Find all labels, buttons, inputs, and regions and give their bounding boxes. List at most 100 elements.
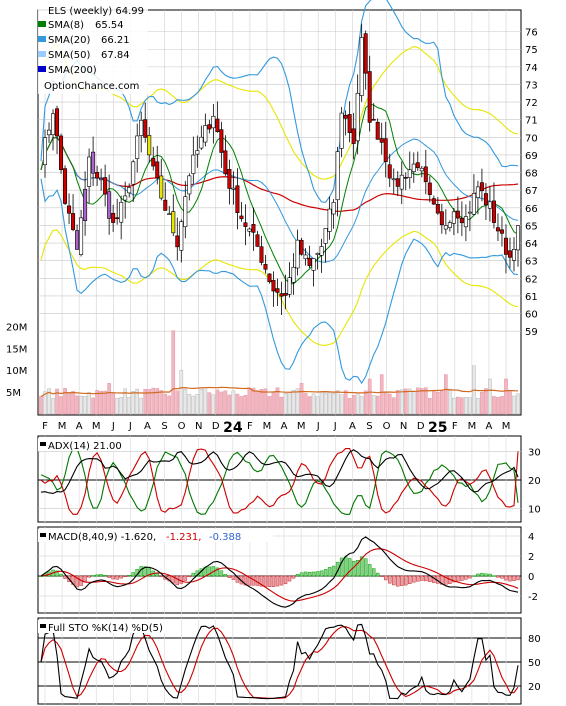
volume-bar bbox=[371, 395, 376, 415]
stochastic-lines bbox=[40, 623, 519, 700]
candle-body bbox=[195, 150, 200, 155]
stochastic-d-line bbox=[40, 626, 519, 699]
macd-histogram-bar bbox=[375, 572, 380, 577]
macd-histogram-bar bbox=[255, 575, 260, 586]
x-tick-label: J bbox=[333, 421, 337, 432]
volume-bar bbox=[379, 374, 384, 415]
macd-histogram-bar bbox=[263, 575, 268, 587]
candle-body bbox=[515, 225, 520, 251]
candle-body bbox=[111, 212, 116, 223]
candle-body bbox=[459, 217, 464, 224]
volume-bar bbox=[107, 383, 111, 415]
macd-histogram-bar bbox=[508, 575, 512, 582]
macd-signal-line bbox=[40, 548, 519, 602]
candle-body bbox=[187, 175, 192, 195]
macd-histogram-bar bbox=[215, 567, 220, 577]
candle-body bbox=[367, 71, 372, 123]
volume-y-axis: 5M 10M 15M 20M bbox=[6, 322, 27, 399]
macd-histogram-bar bbox=[504, 575, 508, 581]
macd-histogram-bar bbox=[416, 575, 420, 582]
macd-histogram-bar bbox=[179, 575, 184, 584]
volume-bar bbox=[47, 388, 51, 415]
macd-histogram-bar bbox=[404, 575, 408, 586]
candle-body bbox=[179, 221, 184, 251]
candle-body bbox=[483, 193, 488, 206]
macd-line bbox=[40, 536, 519, 608]
price-y-tick-label: 75 bbox=[525, 45, 538, 56]
candle-body bbox=[327, 208, 332, 232]
macd-histogram-bar bbox=[472, 575, 476, 577]
volume-bar bbox=[407, 388, 412, 415]
candle-body bbox=[471, 193, 476, 215]
candle-body bbox=[299, 239, 304, 255]
x-tick-label: S bbox=[161, 421, 167, 432]
volume-bar bbox=[424, 387, 428, 415]
candle-body bbox=[219, 129, 224, 153]
macd-histogram-bar bbox=[331, 565, 336, 577]
volume-bar bbox=[492, 396, 496, 415]
x-axis: F M A M J J A S O N D 24 F M A M J J A S O N D 25 F M A M bbox=[42, 420, 510, 436]
macd-histogram-bar bbox=[468, 575, 472, 579]
volume-bar bbox=[151, 387, 156, 415]
candle-body bbox=[387, 164, 392, 179]
candle-body bbox=[307, 257, 312, 266]
volume-bar bbox=[167, 395, 172, 415]
x-tick-label: M bbox=[58, 421, 67, 432]
candle-body bbox=[147, 135, 152, 156]
volume-bar bbox=[468, 397, 472, 415]
candle-body bbox=[443, 225, 448, 230]
stochastic-panel: Full STO %K(14) %D(5) 20 50 80 bbox=[37, 617, 541, 706]
stochastic-y-axis: 20 50 80 bbox=[528, 634, 541, 693]
volume-y-tick-label: 10M bbox=[6, 366, 27, 377]
volume-bar bbox=[323, 392, 328, 415]
macd-histogram-bar bbox=[175, 575, 180, 586]
volume-bar bbox=[327, 392, 332, 415]
upper-envelope-line bbox=[40, 44, 519, 180]
volume-bar bbox=[195, 394, 200, 415]
candle-body bbox=[395, 178, 400, 187]
candle-body bbox=[359, 37, 364, 96]
macd-title: MACD(8,40,9) -1.620, bbox=[48, 532, 156, 543]
price-candles bbox=[43, 23, 520, 315]
price-y-tick-label: 74 bbox=[525, 63, 538, 74]
macd-histogram-bar bbox=[323, 569, 328, 577]
candle-body bbox=[487, 201, 492, 209]
volume-bar bbox=[231, 390, 236, 415]
volume-bar bbox=[399, 389, 404, 415]
macd-histogram-bar bbox=[379, 575, 384, 577]
macd-histogram-bar bbox=[307, 572, 312, 577]
volume-bar bbox=[159, 390, 164, 415]
x-tick-label: M bbox=[502, 421, 511, 432]
macd-histogram-bar bbox=[359, 556, 364, 577]
macd-histogram-bar bbox=[424, 575, 428, 582]
candle-body bbox=[283, 293, 288, 296]
price-y-tick-label: 70 bbox=[525, 133, 538, 144]
candle-body bbox=[447, 222, 452, 228]
candle-body bbox=[63, 168, 68, 204]
macd-histogram-bar bbox=[55, 570, 59, 577]
candle-body bbox=[291, 266, 296, 283]
candle-body bbox=[399, 174, 404, 190]
macd-histogram-bar bbox=[143, 566, 147, 577]
candle-body bbox=[499, 229, 504, 234]
macd-histogram-bar bbox=[115, 575, 119, 580]
candle-body bbox=[131, 161, 136, 185]
panel-y-tick-label: 20 bbox=[528, 476, 541, 487]
macd-histogram-bar bbox=[95, 574, 99, 577]
volume-bar bbox=[175, 390, 180, 415]
sma200-swatch bbox=[38, 66, 46, 72]
macd-histogram-bar bbox=[428, 575, 432, 582]
volume-bar bbox=[127, 396, 131, 415]
volume-bar bbox=[347, 398, 352, 415]
minus-di-line bbox=[40, 448, 519, 515]
volume-bar bbox=[403, 388, 408, 415]
candle-body bbox=[295, 239, 300, 269]
volume-bar bbox=[179, 369, 184, 415]
macd-histogram-bar bbox=[231, 575, 236, 580]
x-tick-label: A bbox=[76, 421, 83, 432]
x-tick-label: 25 bbox=[428, 420, 447, 436]
macd-histogram-bar bbox=[500, 575, 504, 579]
volume-bar bbox=[171, 330, 176, 415]
volume-bar bbox=[43, 391, 47, 415]
candle-body bbox=[163, 199, 168, 211]
